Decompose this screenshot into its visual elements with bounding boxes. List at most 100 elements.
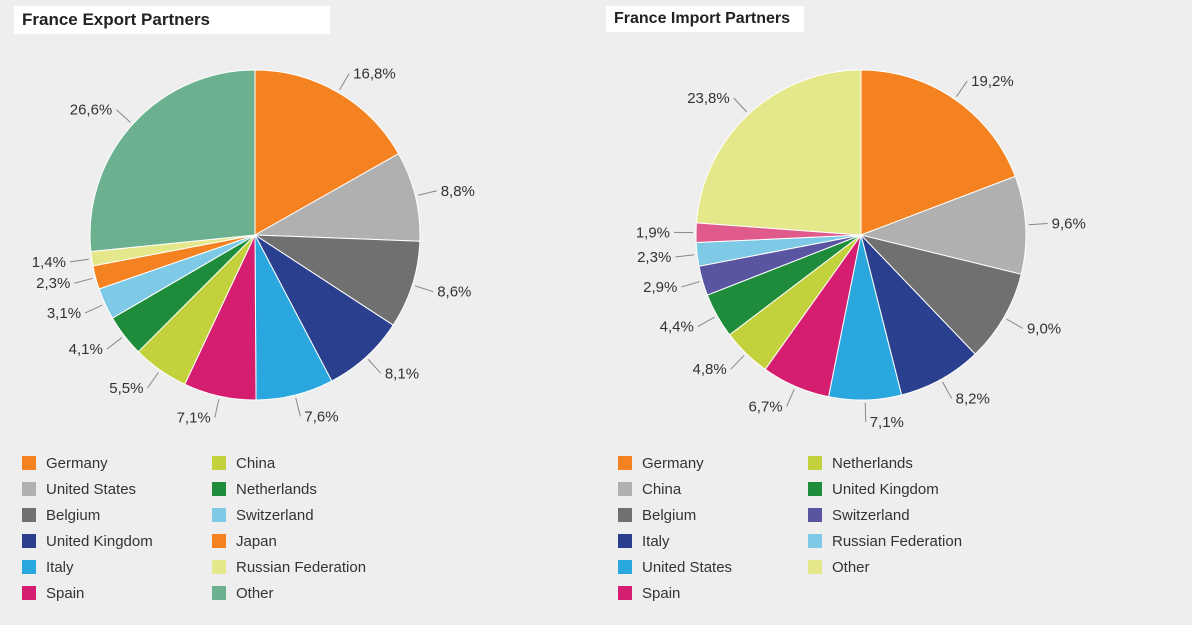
leader-line xyxy=(415,286,433,292)
legend-label: Spain xyxy=(642,585,680,602)
legend-item: Switzerland xyxy=(212,502,402,528)
legend-label: Other xyxy=(832,559,870,576)
legend-swatch xyxy=(22,586,36,600)
leader-line xyxy=(70,259,89,262)
legend-item: United Kingdom xyxy=(22,528,212,554)
slice-label: 4,8% xyxy=(693,361,727,378)
slice-label: 7,6% xyxy=(304,408,338,425)
legend-item: Other xyxy=(808,554,998,580)
legend-label: Netherlands xyxy=(832,455,913,472)
legend-swatch xyxy=(212,560,226,574)
legend-item: Netherlands xyxy=(212,476,402,502)
leader-line xyxy=(734,98,747,112)
legend-swatch xyxy=(212,456,226,470)
leader-line xyxy=(956,81,967,97)
legend-swatch xyxy=(808,560,822,574)
legend-label: China xyxy=(236,455,275,472)
leader-line xyxy=(1006,319,1022,329)
legend-label: United Kingdom xyxy=(46,533,153,550)
slice-label: 8,1% xyxy=(385,365,419,382)
legend-label: Germany xyxy=(46,455,108,472)
legend-swatch xyxy=(618,482,632,496)
slice-label: 4,4% xyxy=(660,318,694,335)
legend-label: Belgium xyxy=(642,507,696,524)
legend-swatch xyxy=(808,508,822,522)
legend-item: United Kingdom xyxy=(808,476,998,502)
legend-swatch xyxy=(22,534,36,548)
legend-label: United States xyxy=(46,481,136,498)
legend-swatch xyxy=(22,560,36,574)
legend-swatch xyxy=(212,508,226,522)
leader-line xyxy=(215,399,219,418)
leader-line xyxy=(147,372,158,388)
legend-item: Russian Federation xyxy=(212,554,402,580)
import-legend: Germany China Belgium Italy United States Spa… xyxy=(618,450,1178,620)
legend-label: China xyxy=(642,481,681,498)
legend-swatch xyxy=(22,482,36,496)
leader-line xyxy=(942,382,951,399)
slice-label: 2,3% xyxy=(637,249,671,266)
slice-label: 16,8% xyxy=(353,65,396,82)
legend-label: Switzerland xyxy=(236,507,314,524)
legend-swatch xyxy=(618,508,632,522)
legend-item: Italy xyxy=(618,528,808,554)
legend-item: United States xyxy=(618,554,808,580)
slice-label: 3,1% xyxy=(47,305,81,322)
leader-line xyxy=(698,317,715,326)
legend-swatch xyxy=(212,482,226,496)
slice-label: 4,1% xyxy=(69,341,103,358)
export-chart-wrap: 16,8%8,8%8,6%8,1%7,6%7,1%5,5%4,1%3,1%2,3… xyxy=(0,50,596,445)
legend-label: Russian Federation xyxy=(832,533,962,550)
legend-item: Russian Federation xyxy=(808,528,998,554)
legend-swatch xyxy=(808,456,822,470)
import-pie-chart: 19,2%9,6%9,0%8,2%7,1%6,7%4,8%4,4%2,9%2,3… xyxy=(596,50,1192,445)
import-title: France Import Partners xyxy=(606,6,804,32)
slice-label: 5,5% xyxy=(109,380,143,397)
import-chart-wrap: 19,2%9,6%9,0%8,2%7,1%6,7%4,8%4,4%2,9%2,3… xyxy=(596,50,1192,445)
legend-swatch xyxy=(618,456,632,470)
legend-label: Germany xyxy=(642,455,704,472)
legend-label: Switzerland xyxy=(832,507,910,524)
leader-line xyxy=(1029,224,1048,225)
export-pie-chart: 16,8%8,8%8,6%8,1%7,6%7,1%5,5%4,1%3,1%2,3… xyxy=(0,50,596,445)
legend-item: Japan xyxy=(212,528,402,554)
leader-line xyxy=(296,398,301,416)
legend-label: Russian Federation xyxy=(236,559,366,576)
legend-item: Spain xyxy=(22,580,212,606)
slice-label: 8,6% xyxy=(437,284,471,301)
leader-line xyxy=(368,359,381,373)
legend-label: Other xyxy=(236,585,274,602)
legend-label: Netherlands xyxy=(236,481,317,498)
leader-line xyxy=(85,305,102,313)
slice-label: 23,8% xyxy=(687,90,730,107)
leader-line xyxy=(418,191,436,195)
legend-item: Netherlands xyxy=(808,450,998,476)
slice-label: 7,1% xyxy=(177,410,211,427)
slice-label: 8,8% xyxy=(441,183,475,200)
legend-label: United Kingdom xyxy=(832,481,939,498)
leader-line xyxy=(116,110,130,123)
legend-label: Italy xyxy=(46,559,74,576)
slice-label: 9,0% xyxy=(1027,321,1061,338)
legend-swatch xyxy=(618,586,632,600)
legend-item: Other xyxy=(212,580,402,606)
leader-line xyxy=(681,282,699,287)
legend-swatch xyxy=(212,586,226,600)
slice-label: 19,2% xyxy=(971,73,1014,90)
legend-item: United States xyxy=(22,476,212,502)
slice-label: 1,4% xyxy=(32,254,66,271)
leader-line xyxy=(787,389,795,406)
slice-label: 2,9% xyxy=(643,279,677,296)
legend-label: Italy xyxy=(642,533,670,550)
legend-item: Switzerland xyxy=(808,502,998,528)
legend-item: Italy xyxy=(22,554,212,580)
legend-swatch xyxy=(22,456,36,470)
page: France Export Partners 16,8%8,8%8,6%8,1%… xyxy=(0,0,1192,625)
legend-item: Germany xyxy=(618,450,808,476)
legend-item: Spain xyxy=(618,580,808,606)
legend-swatch xyxy=(808,534,822,548)
legend-item: China xyxy=(212,450,402,476)
legend-label: Japan xyxy=(236,533,277,550)
leader-line xyxy=(675,255,694,257)
legend-label: United States xyxy=(642,559,732,576)
